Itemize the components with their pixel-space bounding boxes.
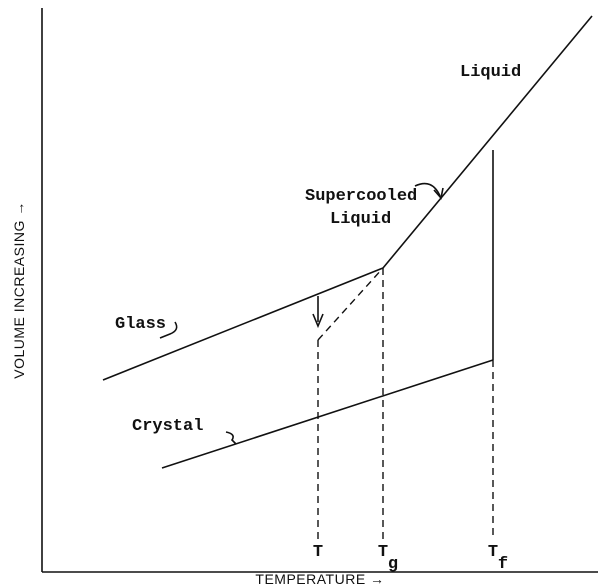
glass-line: [102, 267, 384, 381]
arrow-head: [312, 313, 324, 329]
y-axis-label: VOLUME INCREASING →: [11, 201, 27, 379]
x-axis-label: TEMPERATURE →: [255, 571, 384, 587]
crystal-line: [161, 359, 494, 469]
pointer-head: [433, 187, 444, 200]
supercooled-label: Liquid: [330, 210, 391, 229]
pointer: [414, 182, 441, 197]
marker-label: T: [488, 543, 498, 562]
liquid-label: Liquid: [460, 63, 521, 82]
pointer: [225, 431, 237, 445]
marker-label: T: [313, 543, 323, 562]
supercooled-label: Supercooled: [305, 187, 417, 206]
marker-sub: f: [498, 555, 508, 574]
crystal-label: Crystal: [132, 417, 203, 436]
glass-label: Glass: [115, 315, 166, 334]
relaxation-line: [317, 267, 384, 341]
marker-sub: g: [388, 555, 398, 574]
liquid-line: [382, 15, 593, 269]
pointer: [159, 321, 178, 339]
marker-label: T: [378, 543, 388, 562]
